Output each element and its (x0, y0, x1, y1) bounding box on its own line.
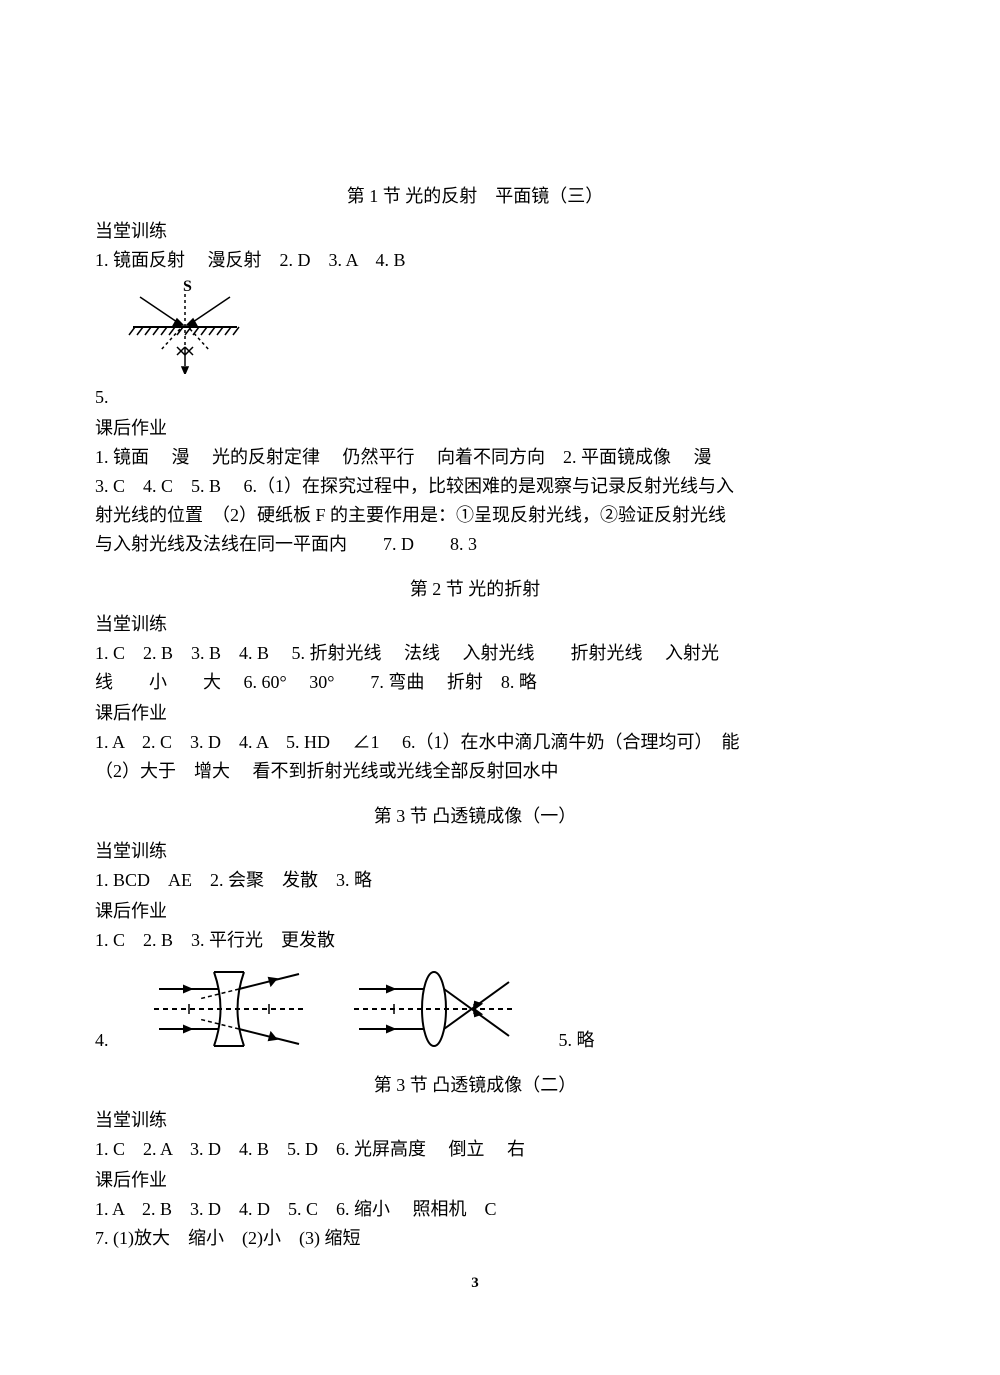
section-title-2: 第 2 节 光的折射 (95, 576, 855, 603)
concave-lens-diagram (149, 964, 309, 1054)
section-title-4: 第 3 节 凸透镜成像（二） (95, 1072, 855, 1099)
answer-line: 5. (95, 384, 855, 411)
answer-line: 1. 镜面反射 漫反射 2. D 3. A 4. B (95, 247, 855, 274)
subsection-heading: 课后作业 (95, 898, 855, 925)
answer-line: 7. (1)放大 缩小 (2)小 (3) 缩短 (95, 1225, 855, 1252)
answer-line: 1. C 2. B 3. B 4. B 5. 折射光线 法线 入射光线 折射光线… (95, 640, 855, 667)
section-title-3: 第 3 节 凸透镜成像（一） (95, 803, 855, 830)
subsection-heading: 课后作业 (95, 1167, 855, 1194)
answer-line: 3. C 4. C 5. B 6.（1）在探究过程中，比较困难的是观察与记录反射… (95, 473, 855, 500)
section-title-1: 第 1 节 光的反射 平面镜（三） (95, 183, 855, 210)
reflection-diagram: S (115, 279, 855, 382)
answer-line: 1. BCD AE 2. 会聚 发散 3. 略 (95, 867, 855, 894)
subsection-heading: 课后作业 (95, 700, 855, 727)
answer-line: 1. A 2. C 3. D 4. A 5. HD ∠1 6.（1）在水中滴几滴… (95, 729, 855, 756)
answer-line: 与入射光线及法线在同一平面内 7. D 8. 3 (95, 531, 855, 558)
subsection-heading: 当堂训练 (95, 611, 855, 638)
answer-line: （2）大于 增大 看不到折射光线或光线全部反射回水中 (95, 758, 855, 785)
svg-text:S: S (183, 279, 192, 295)
lens-diagram-row: 4. (95, 964, 855, 1054)
answer-line: 1. C 2. B 3. 平行光 更发散 (95, 927, 855, 954)
subsection-heading: 当堂训练 (95, 838, 855, 865)
subsection-heading: 当堂训练 (95, 1107, 855, 1134)
page-number: 3 (95, 1272, 855, 1295)
subsection-heading: 课后作业 (95, 415, 855, 442)
diagram-suffix: 5. 略 (559, 1027, 595, 1054)
diagram-prefix: 4. (95, 1027, 109, 1054)
answer-line: 1. C 2. A 3. D 4. B 5. D 6. 光屏高度 倒立 右 (95, 1136, 855, 1163)
answer-line: 1. 镜面 漫 光的反射定律 仍然平行 向着不同方向 2. 平面镜成像 漫 (95, 444, 855, 471)
subsection-heading: 当堂训练 (95, 218, 855, 245)
answer-line: 1. A 2. B 3. D 4. D 5. C 6. 缩小 照相机 C (95, 1196, 855, 1223)
convex-lens-diagram (349, 964, 519, 1054)
answer-line: 射光线的位置 （2）硬纸板 F 的主要作用是：①呈现反射光线，②验证反射光线 (95, 502, 855, 529)
answer-line: 线 小 大 6. 60° 30° 7. 弯曲 折射 8. 略 (95, 669, 855, 696)
